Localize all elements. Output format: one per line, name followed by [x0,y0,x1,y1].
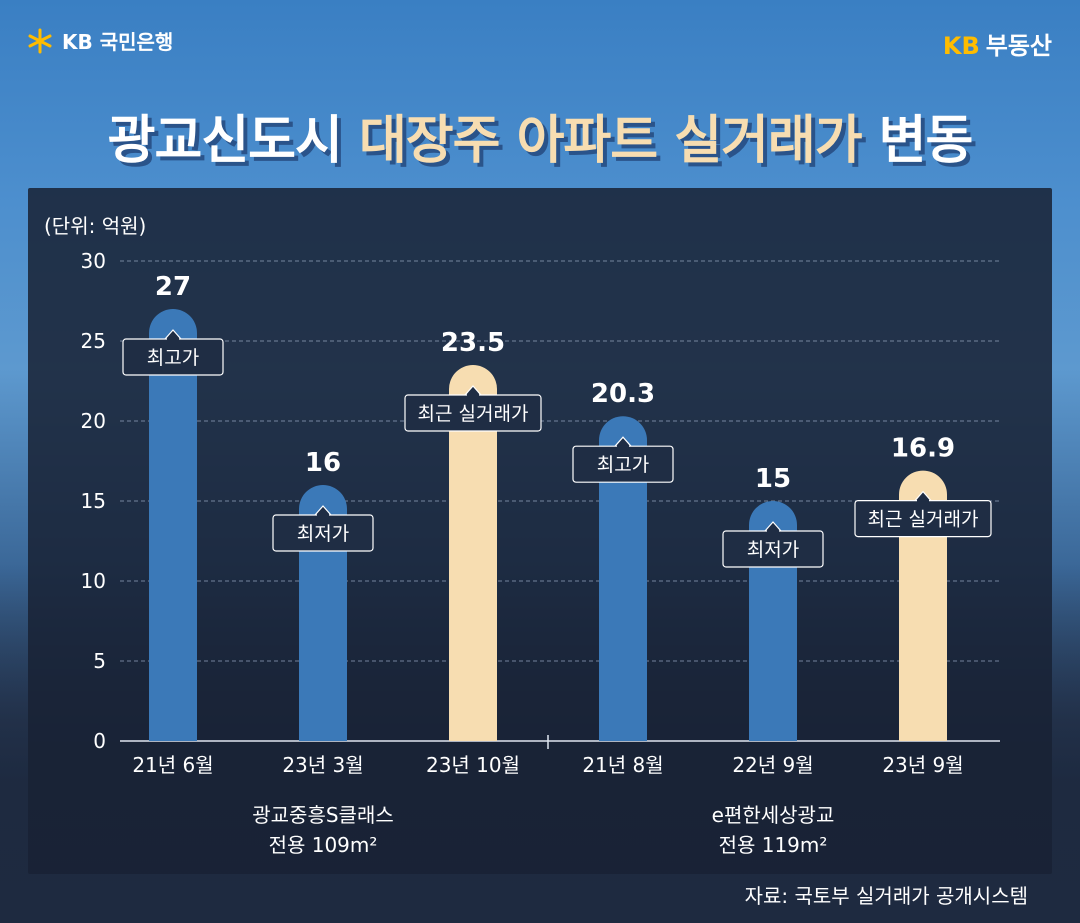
group-size: 전용 109m² [269,833,378,857]
x-tick-label: 23년 10월 [426,753,520,777]
y-tick-label: 15 [81,489,106,513]
x-tick-label: 21년 8월 [582,753,663,777]
annotation-label: 최근 실거래가 [868,509,979,531]
title-highlight: 대장주 아파트 실거래가 [358,111,863,171]
annotation-caret [466,386,480,395]
kb-realestate-logo: KB 부동산 [943,26,1052,61]
value-label: 16.9 [891,434,955,464]
annotation-caret [166,330,180,339]
group-name: 광교중흥S클래스 [252,803,394,827]
annotation-caret [916,491,930,501]
annotation-caret-outline [464,385,482,396]
bar [149,309,197,741]
value-label: 16 [305,448,341,478]
y-tick-label: 25 [81,329,106,353]
bar [449,365,497,741]
title-prefix: 광교신도시 [107,111,343,171]
kb-mark: KB [942,32,980,60]
bar [599,416,647,741]
y-tick-label: 10 [81,569,106,593]
value-label: 27 [155,272,191,302]
x-tick-label: 23년 3월 [282,753,363,777]
annotation-caret [616,437,630,447]
annotation-label: 최근 실거래가 [418,403,529,425]
value-label: 15 [755,464,791,494]
y-tick-label: 0 [93,729,106,753]
unit-label: (단위: 억원) [44,214,147,238]
realestate-logo-text: 부동산 [985,32,1052,60]
annotation-label: 최고가 [597,454,649,476]
annotation-caret-outline [614,436,632,447]
bar [899,470,947,741]
value-label: 23.5 [441,328,505,358]
value-label: 20.3 [591,379,655,409]
annotation-caret-outline [764,521,782,532]
annotation-caret [766,522,780,531]
y-tick-label: 30 [81,249,106,273]
y-tick-label: 20 [81,409,106,433]
annotation-caret-outline [914,490,932,501]
bank-logo-text: KB 국민은행 [62,30,174,54]
group-size: 전용 119m² [719,833,828,857]
annotation-label: 최저가 [297,523,349,545]
page-title: 광교신도시 대장주 아파트 실거래가 변동 [0,98,1080,173]
y-tick-label: 5 [93,649,106,673]
x-tick-label: 21년 6월 [132,753,213,777]
annotation-caret-outline [164,329,182,340]
x-tick-label: 22년 9월 [732,753,813,777]
title-suffix: 변동 [878,111,974,171]
x-tick-label: 23년 9월 [882,753,963,777]
group-name: e편한세상광교 [712,803,835,827]
annotation-caret-outline [314,505,332,516]
source-note: 자료: 국토부 실거래가 공개시스템 [744,884,1028,908]
annotation-caret [316,506,330,515]
annotation-label: 최고가 [147,347,199,369]
annotation-label: 최저가 [747,539,799,561]
kb-bank-logo: KB 국민은행 [26,26,173,55]
kb-star-icon [28,28,52,53]
